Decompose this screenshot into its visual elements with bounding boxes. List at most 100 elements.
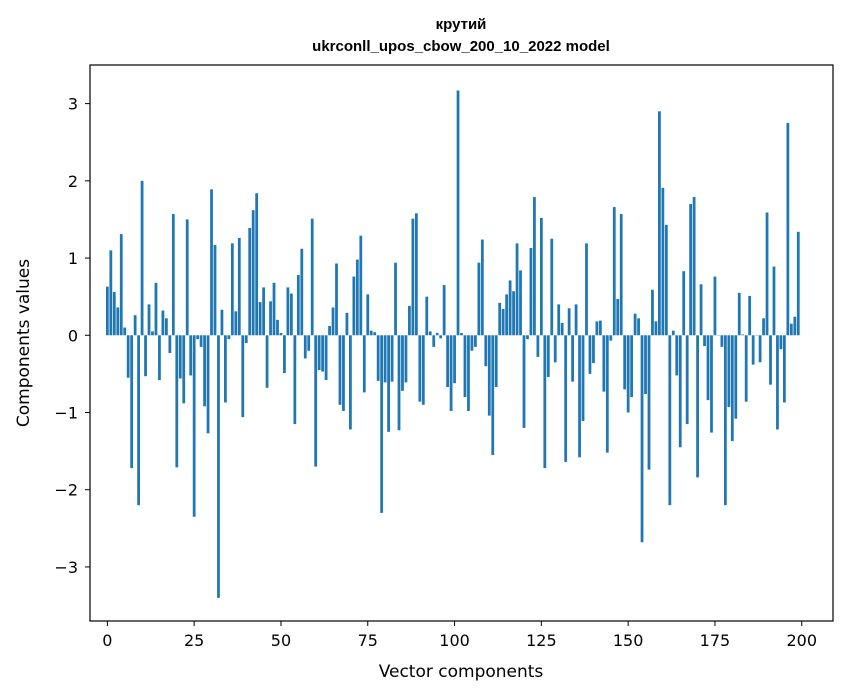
bar [748,295,752,336]
bar [689,204,693,336]
y-tick-label: −3 [54,558,78,577]
bar [595,321,599,336]
bar [404,335,408,383]
bar [335,263,338,336]
bar [425,296,429,336]
bar [793,316,797,336]
bar [408,305,411,336]
bar [310,218,314,336]
bar [713,276,717,336]
bar [248,227,252,336]
x-tick-label: 0 [102,631,112,650]
x-axis-ticks: 0 25 50 75 100 125 150 175 200 [102,621,817,650]
bar [543,335,547,469]
bar [612,207,616,336]
bar [671,330,675,336]
bar [258,302,262,336]
bar [442,285,446,336]
chart-title: крутий [436,16,487,33]
bar [588,335,592,374]
bar [196,335,200,340]
bar [112,292,116,336]
bar [501,309,505,336]
bar [560,322,564,336]
bar [515,243,519,336]
bar [619,214,623,336]
bar [727,335,731,408]
x-tick-label: 25 [184,631,204,650]
bar [293,335,297,425]
bar [286,287,290,336]
bar [428,331,432,336]
bar [123,327,127,336]
bar [678,335,682,448]
bar [230,243,234,336]
y-axis-ticks: −3 −2 −1 0 1 2 3 [54,95,90,577]
bar [175,335,179,468]
bar [550,238,554,336]
bar [630,335,634,398]
bar [213,244,217,336]
bar [355,259,359,336]
bar [598,320,602,336]
bar [265,335,269,388]
bar [130,335,134,469]
x-tick-label: 75 [358,631,378,650]
bar [730,335,734,442]
bar [418,335,422,402]
bar [147,304,151,336]
bar [456,90,460,336]
bar [557,304,561,336]
bar [616,298,620,336]
bar [758,335,762,363]
bar [460,332,463,336]
bar [251,210,255,336]
bar [432,335,436,347]
bar [349,335,352,430]
bar [116,307,120,336]
bar [105,286,109,336]
bar [279,332,283,336]
bar [380,335,384,513]
bar [661,187,665,336]
bar [220,309,224,336]
bar [581,335,585,421]
bar [776,335,779,430]
bar [203,335,206,407]
bar [164,318,168,336]
x-tick-label: 100 [439,631,470,650]
bar [210,189,213,336]
bar [692,197,696,336]
y-tick-label: −2 [54,481,78,500]
bar [414,213,418,336]
bar [321,335,325,372]
bar [723,335,727,506]
bar [154,282,158,336]
bar [276,319,279,336]
bar [272,282,276,336]
bar [546,335,550,377]
bar [783,335,786,403]
y-tick-label: −1 [54,404,78,423]
bar [449,335,453,411]
bar [182,335,186,404]
bar [342,335,345,411]
bar [338,335,342,405]
x-tick-label: 50 [271,631,291,650]
bar [609,335,613,341]
bar [262,287,265,336]
bar [737,292,741,336]
bar [227,335,231,340]
bar [796,231,800,336]
bar [533,197,536,336]
bar [467,335,470,411]
bar [477,262,481,336]
bar [137,335,140,506]
bar [651,289,654,336]
bar [185,219,189,336]
bar [637,318,640,336]
bar [574,304,578,336]
bar [654,321,658,336]
bar [244,335,248,343]
